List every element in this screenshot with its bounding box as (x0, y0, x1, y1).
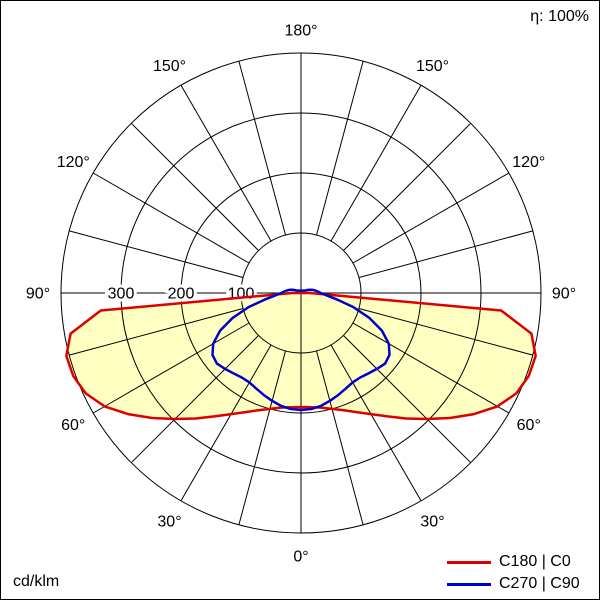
svg-text:0°: 0° (293, 549, 308, 566)
svg-text:120°: 120° (57, 154, 90, 171)
unit-label: cd/klm (13, 573, 60, 590)
svg-text:90°: 90° (552, 286, 576, 303)
svg-text:180°: 180° (284, 23, 317, 40)
svg-text:30°: 30° (420, 513, 444, 530)
legend-line-blue-icon (447, 582, 491, 586)
curve-c270-c90 (211, 288, 391, 412)
svg-text:120°: 120° (512, 154, 545, 171)
svg-text:300: 300 (108, 286, 135, 303)
legend-item-c270-c90: C270 | C90 (447, 575, 591, 593)
legend-line-red-icon (447, 560, 491, 564)
svg-text:100: 100 (228, 286, 255, 303)
intensity-curves (65, 288, 537, 421)
svg-text:150°: 150° (153, 58, 186, 75)
svg-text:150°: 150° (416, 58, 449, 75)
legend-label-c270-c90: C270 | C90 (499, 575, 580, 592)
legend: C180 | C0 C270 | C90 (447, 553, 591, 593)
svg-text:60°: 60° (61, 417, 85, 434)
svg-text:30°: 30° (157, 513, 181, 530)
legend-label-c180-c0: C180 | C0 (499, 553, 571, 570)
legend-item-c180-c0: C180 | C0 (447, 553, 591, 571)
efficiency-label: η: 100% (530, 8, 589, 25)
svg-text:90°: 90° (26, 286, 50, 303)
svg-text:60°: 60° (517, 417, 541, 434)
svg-text:200: 200 (168, 286, 195, 303)
polar-grid (60, 52, 542, 534)
curve-c180-c0 (65, 291, 537, 421)
